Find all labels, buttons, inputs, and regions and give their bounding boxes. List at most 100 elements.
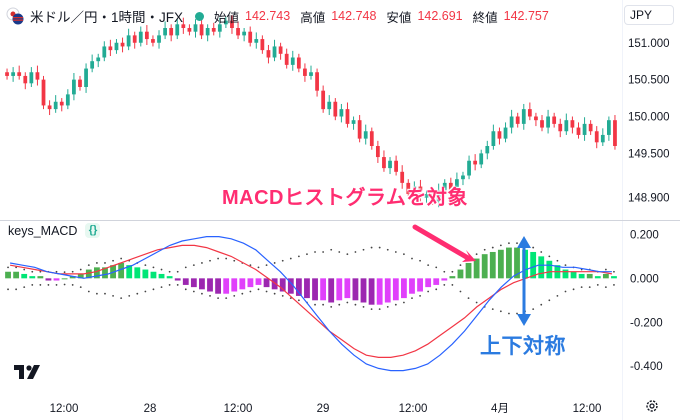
candle-body (333, 101, 338, 117)
low-label: 安値 (386, 10, 412, 25)
price-axis-divider (622, 0, 623, 420)
candle-body (230, 20, 234, 28)
candle-body (369, 131, 374, 146)
histogram-bar (61, 278, 68, 280)
envelope-lower-dot (31, 284, 34, 286)
envelope-lower-dot (394, 303, 397, 306)
candle-body (278, 46, 283, 54)
candle-body (521, 109, 526, 124)
candle-body (126, 35, 131, 47)
envelope-upper-dot (201, 262, 203, 264)
envelope-upper-dot (443, 270, 446, 273)
candle-body (400, 171, 405, 183)
candle-body (72, 79, 76, 95)
envelope-lower-dot (55, 284, 58, 286)
tradingview-logo[interactable] (14, 365, 40, 386)
histogram-bar (223, 278, 230, 294)
candle-body (375, 146, 380, 158)
histogram-bar (409, 278, 415, 294)
envelope-lower-dot (540, 303, 543, 306)
histogram-bar (546, 260, 553, 279)
histogram-bar (481, 254, 488, 279)
envelope-lower-dot (338, 303, 341, 306)
histogram-bar (134, 267, 141, 279)
envelope-lower-dot (160, 286, 163, 289)
currency-selector[interactable]: JPY (624, 5, 674, 25)
histogram-bar (506, 247, 512, 279)
envelope-lower-dot (265, 290, 268, 293)
histogram-bar (182, 278, 189, 285)
candle-body (388, 160, 392, 169)
envelope-upper-dot (209, 259, 211, 262)
envelope-upper-dot (71, 270, 74, 273)
histogram-bar (255, 278, 262, 285)
histogram-bar (473, 258, 480, 279)
signal-line (9, 244, 613, 358)
open-value: 142.743 (245, 9, 291, 23)
envelope-upper-dot (403, 253, 405, 256)
histogram-bar (602, 273, 609, 279)
envelope-upper-dot (362, 248, 365, 251)
histogram-bar (457, 269, 464, 279)
envelope-upper-dot (322, 251, 325, 253)
histogram-bar (425, 278, 432, 288)
envelope-lower-dot (516, 312, 518, 315)
candle-body (11, 72, 16, 76)
us-jp-flag-icon (6, 7, 24, 25)
envelope-lower-dot (322, 303, 325, 306)
pane-divider[interactable] (0, 220, 680, 221)
envelope-upper-dot (249, 264, 252, 267)
histogram-bar (497, 249, 504, 279)
source-code-icon[interactable]: {} (85, 223, 101, 238)
histogram-bar (562, 269, 569, 279)
envelope-lower-dot (120, 297, 123, 300)
candle-body (138, 31, 143, 43)
candle-body (315, 72, 319, 91)
gear-icon[interactable] (645, 399, 659, 413)
time-axis-tick: 12:00 (399, 403, 428, 415)
indicator-legend[interactable]: keys_MACD {} (8, 223, 101, 238)
candle-body (84, 68, 88, 87)
candle-body (600, 134, 605, 143)
envelope-lower-dot (548, 299, 551, 302)
indicator-name[interactable]: keys_MACD (8, 223, 78, 238)
candle-body (503, 127, 508, 139)
envelope-upper-dot (548, 255, 551, 258)
candle-body (17, 72, 22, 76)
envelope-lower-dot (459, 290, 462, 293)
candle-body (163, 28, 167, 36)
candle-body (473, 160, 478, 165)
envelope-upper-dot (556, 259, 559, 262)
histogram-bar (287, 278, 294, 294)
envelope-lower-dot (225, 297, 228, 300)
chart-header: 米ドル／円・1時間・JFX 始値 142.743 高値 142.748 安値 1… (6, 6, 553, 26)
envelope-lower-dot (596, 284, 599, 286)
envelope-lower-dot (443, 284, 446, 286)
envelope-lower-dot (128, 295, 131, 297)
envelope-lower-dot (499, 310, 502, 313)
candle-body (211, 28, 216, 32)
histogram-bar (102, 267, 108, 279)
histogram-bar (174, 278, 181, 281)
candle-body (248, 31, 253, 43)
candle-body (236, 28, 240, 36)
candle-body (102, 46, 107, 58)
symbol-title[interactable]: 米ドル／円・1時間・JFX (30, 10, 184, 25)
envelope-lower-dot (354, 303, 357, 306)
envelope-upper-dot (281, 259, 284, 262)
histogram-bar (118, 262, 125, 279)
envelope-upper-dot (604, 268, 607, 271)
candle-body (570, 120, 575, 128)
histogram-bar (5, 271, 11, 279)
candle-body (351, 120, 356, 124)
envelope-upper-dot (435, 266, 438, 269)
candle-body (41, 79, 46, 106)
candle-body (181, 24, 186, 28)
histogram-bar (304, 278, 310, 299)
envelope-lower-dot (451, 284, 454, 286)
envelope-lower-dot (346, 301, 349, 304)
envelope-upper-dot (378, 246, 381, 249)
envelope-lower-dot (491, 308, 494, 310)
